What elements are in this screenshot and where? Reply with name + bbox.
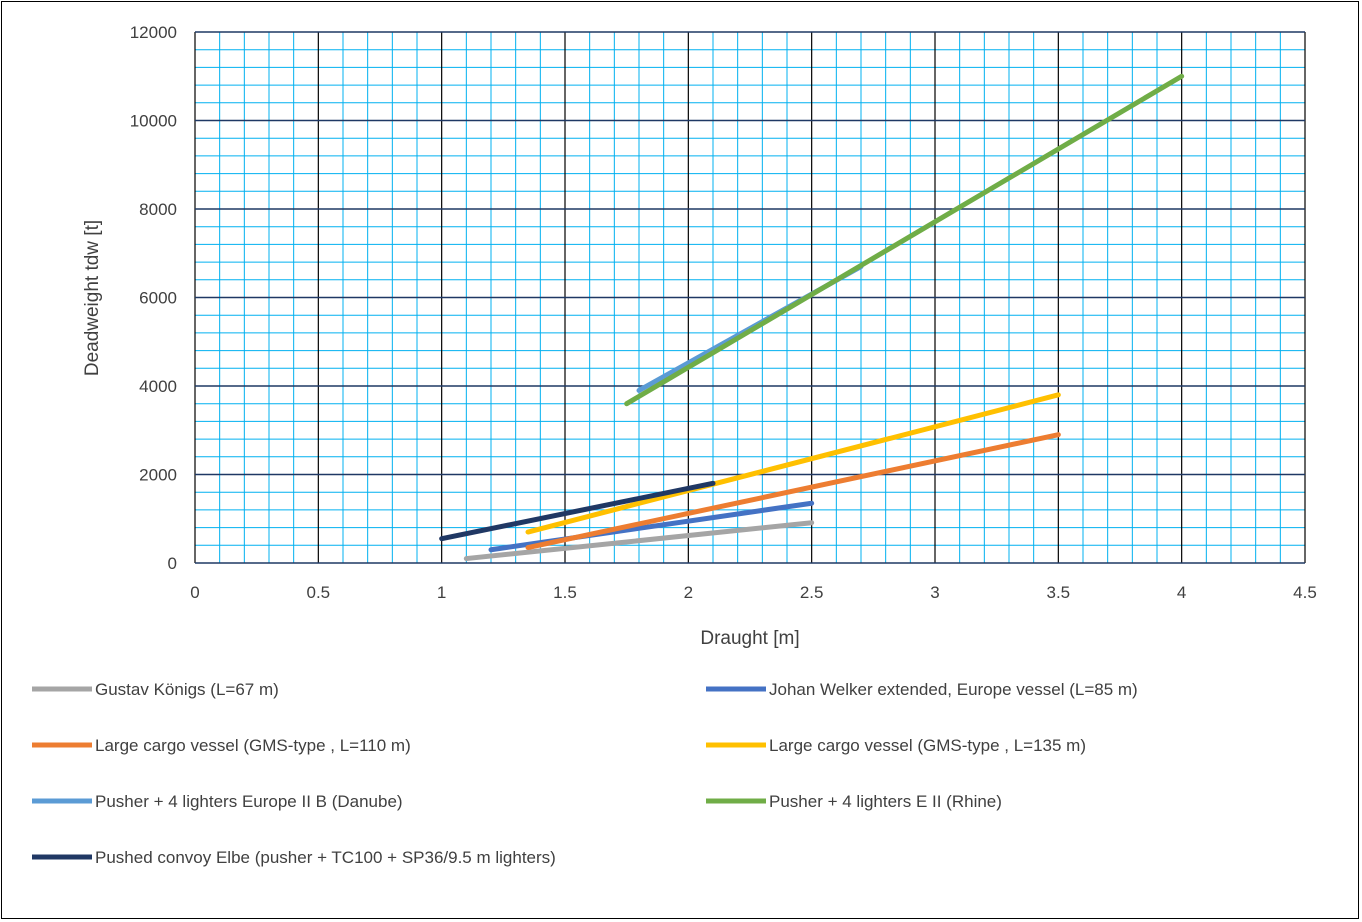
y-tick-label: 2000: [139, 466, 177, 485]
legend-label: Large cargo vessel (GMS-type , L=110 m): [95, 736, 411, 755]
x-tick-label: 2.5: [800, 583, 824, 602]
series-line: [439, 480, 716, 542]
y-tick-label: 8000: [139, 200, 177, 219]
y-tick-label: 6000: [139, 289, 177, 308]
legend-label: Large cargo vessel (GMS-type , L=135 m): [769, 736, 1086, 755]
series-line: [525, 392, 1061, 535]
legend: Gustav Königs (L=67 m) Johan Welker exten…: [32, 680, 1138, 867]
x-tick-label: 0: [190, 583, 199, 602]
y-tick-label: 10000: [130, 112, 177, 131]
y-axis-title: Deadweight tdw [t]: [82, 220, 103, 376]
legend-label: Johan Welker extended, Europe vessel (L=…: [769, 680, 1138, 699]
series-line: [525, 432, 1061, 551]
x-tick-label: 2: [684, 583, 693, 602]
x-tick-label: 4: [1177, 583, 1186, 602]
legend-label: Gustav Königs (L=67 m): [95, 680, 279, 699]
x-tick-label: 4.5: [1293, 583, 1317, 602]
grid: [194, 31, 1306, 564]
tick-labels: 0 0.5 1 1.5 2 2.5 3 3.5 4 4.5 0 2000 4000 6000 8000 100…: [130, 23, 1317, 602]
y-tick-label: 12000: [130, 23, 177, 42]
x-tick-label: 0.5: [307, 583, 331, 602]
legend-label: Pusher + 4 lighters E II (Rhine): [769, 792, 1002, 811]
legend-label: Pushed convoy Elbe (pusher + TC100 + SP3…: [95, 848, 556, 867]
x-tick-label: 3: [930, 583, 939, 602]
series-line: [463, 520, 815, 562]
x-axis-title: Draught [m]: [700, 628, 799, 649]
x-tick-label: 3.5: [1047, 583, 1071, 602]
y-tick-label: 0: [168, 554, 177, 573]
x-tick-label: 1.5: [553, 583, 577, 602]
x-tick-label: 1: [437, 583, 446, 602]
series-line: [624, 73, 1185, 407]
legend-label: Pusher + 4 lighters Europe II B (Danube): [95, 792, 403, 811]
y-tick-label: 4000: [139, 377, 177, 396]
series-lines: [439, 73, 1185, 562]
